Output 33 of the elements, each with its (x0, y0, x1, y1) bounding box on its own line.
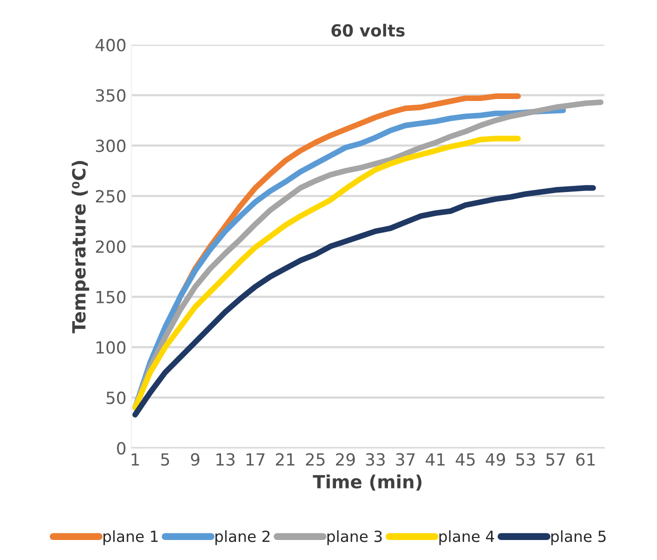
x-tick-label: 17 (246, 453, 264, 466)
legend-label: plane 5 (551, 530, 606, 546)
x-tick-label: 33 (366, 453, 385, 466)
y-axis-title: Temperature (⁰C) (72, 161, 90, 334)
y-tick-label: 200 (96, 240, 126, 253)
y-tick-label: 100 (96, 341, 126, 354)
x-tick-label: 37 (396, 453, 415, 466)
x-tick-label: 1 (132, 453, 139, 466)
y-tick-label: 350 (96, 89, 126, 102)
y-tick-label: 400 (96, 38, 126, 52)
chart-title: 60 volts (332, 24, 405, 37)
y-tick-label: 300 (96, 140, 126, 152)
y-tick-label: 50 (106, 392, 126, 404)
x-tick-label: 5 (161, 453, 170, 466)
x-tick-label: 29 (336, 453, 355, 466)
legend-label: plane 4 (439, 530, 494, 546)
x-tick-label: 57 (546, 453, 565, 466)
y-tick-label: 0 (117, 442, 126, 455)
legend-label: plane 2 (215, 530, 270, 546)
x-tick-label: 45 (456, 453, 475, 466)
legend-label: plane 3 (327, 530, 382, 546)
x-tick-label: 13 (216, 453, 235, 466)
x-tick-label: 21 (276, 453, 294, 466)
x-tick-label: 25 (306, 453, 325, 466)
x-tick-label: 41 (426, 453, 445, 466)
x-tick-label: 53 (516, 453, 535, 466)
x-tick-label: 61 (576, 453, 595, 466)
x-axis-title: Time (min) (312, 474, 422, 491)
legend-label: plane 1 (103, 530, 158, 546)
x-tick-label: 9 (190, 453, 200, 466)
y-tick-label: 250 (96, 190, 126, 203)
y-tick-label: 150 (96, 290, 126, 304)
x-tick-label: 49 (486, 453, 505, 466)
